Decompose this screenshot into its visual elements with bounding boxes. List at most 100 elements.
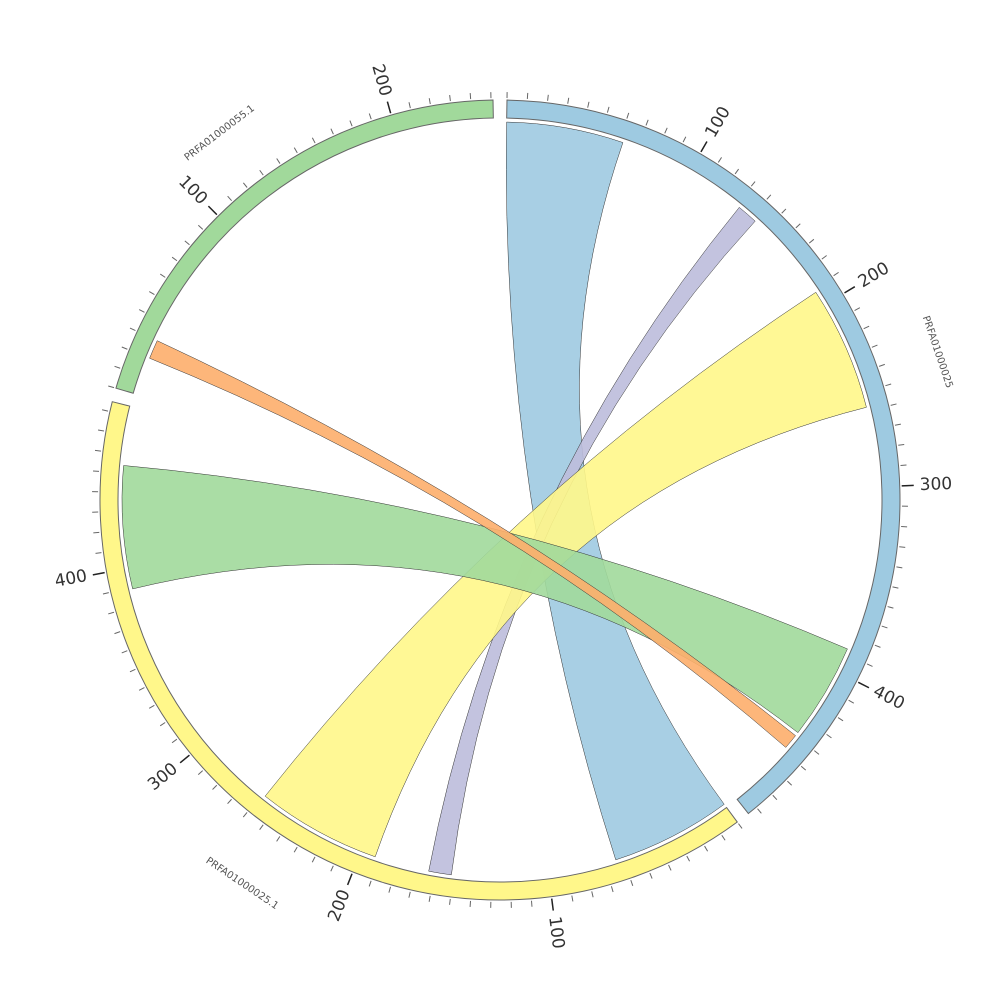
segment-label: PRFA01000055.1 bbox=[183, 103, 257, 163]
minor-tick bbox=[197, 770, 204, 775]
minor-tick bbox=[894, 423, 901, 426]
minor-tick bbox=[311, 856, 316, 863]
minor-tick bbox=[408, 891, 411, 898]
minor-tick bbox=[428, 98, 431, 105]
major-tick bbox=[857, 681, 870, 689]
minor-tick bbox=[242, 812, 248, 818]
minor-tick bbox=[814, 750, 820, 755]
minor-tick bbox=[159, 722, 166, 727]
minor-tick bbox=[567, 97, 570, 104]
minor-tick bbox=[97, 429, 105, 432]
minor-tick bbox=[547, 94, 549, 101]
minor-tick bbox=[114, 365, 121, 369]
minor-tick bbox=[863, 325, 870, 330]
minor-tick bbox=[821, 255, 827, 260]
minor-tick bbox=[750, 181, 756, 187]
tick-label: 100 bbox=[544, 915, 568, 950]
minor-tick bbox=[630, 879, 634, 886]
major-tick bbox=[92, 571, 105, 576]
minor-tick bbox=[881, 625, 888, 629]
minor-tick bbox=[330, 128, 334, 135]
tick-label: 400 bbox=[870, 682, 908, 715]
minor-tick bbox=[899, 546, 906, 548]
ideogram bbox=[99, 401, 738, 901]
minor-tick bbox=[108, 611, 115, 615]
minor-tick bbox=[171, 256, 178, 262]
major-tick bbox=[700, 141, 708, 153]
minor-tick bbox=[108, 385, 115, 389]
minor-tick bbox=[772, 794, 778, 801]
minor-tick bbox=[721, 834, 726, 841]
minor-tick bbox=[171, 738, 178, 744]
minor-tick bbox=[626, 112, 630, 119]
minor-tick bbox=[242, 182, 248, 188]
minor-tick bbox=[900, 464, 907, 467]
tick-label: 400 bbox=[53, 566, 89, 592]
minor-tick bbox=[871, 344, 878, 348]
minor-tick bbox=[645, 119, 649, 126]
minor-tick bbox=[129, 327, 136, 332]
minor-tick bbox=[121, 346, 128, 350]
minor-tick bbox=[293, 846, 298, 853]
minor-tick bbox=[892, 586, 899, 589]
minor-tick bbox=[259, 824, 264, 830]
minor-tick bbox=[368, 880, 372, 887]
minor-tick bbox=[330, 865, 334, 872]
minor-tick bbox=[800, 765, 807, 771]
minor-tick bbox=[94, 449, 102, 452]
minor-tick bbox=[276, 836, 281, 842]
minor-tick bbox=[649, 872, 653, 879]
tick-label: 200 bbox=[367, 62, 395, 99]
minor-tick bbox=[757, 808, 762, 814]
link bbox=[149, 340, 796, 748]
minor-tick bbox=[293, 147, 298, 154]
minor-tick bbox=[184, 240, 190, 246]
segment-label: PRFA01000025.1 bbox=[204, 855, 281, 912]
major-tick bbox=[207, 205, 218, 216]
minor-tick bbox=[826, 733, 832, 739]
minor-tick bbox=[368, 113, 372, 120]
tick-label: 200 bbox=[324, 887, 355, 925]
minor-tick bbox=[349, 120, 353, 127]
minor-tick bbox=[898, 443, 905, 446]
minor-tick bbox=[887, 606, 894, 609]
minor-tick bbox=[606, 106, 610, 113]
minor-tick bbox=[766, 194, 772, 200]
minor-tick bbox=[114, 631, 121, 635]
ideogram bbox=[506, 99, 901, 815]
tick-label: 100 bbox=[174, 172, 211, 209]
minor-tick bbox=[227, 798, 232, 805]
minor-tick bbox=[664, 127, 668, 134]
link bbox=[428, 207, 756, 876]
minor-tick bbox=[428, 895, 431, 902]
minor-tick bbox=[227, 195, 233, 202]
minor-tick bbox=[738, 823, 743, 829]
segment-label: PRFA01000025 bbox=[920, 315, 955, 390]
minor-tick bbox=[212, 784, 218, 790]
major-tick bbox=[550, 898, 555, 911]
minor-tick bbox=[734, 168, 740, 175]
minor-tick bbox=[781, 208, 787, 214]
tick-label: 200 bbox=[855, 258, 893, 292]
minor-tick bbox=[885, 383, 892, 387]
minor-tick bbox=[878, 363, 885, 367]
minor-tick bbox=[854, 307, 861, 311]
minor-tick bbox=[610, 886, 614, 893]
minor-tick bbox=[866, 663, 873, 667]
minor-tick bbox=[138, 309, 145, 313]
tick-label: 300 bbox=[144, 759, 182, 795]
minor-tick bbox=[102, 592, 109, 595]
major-tick bbox=[346, 873, 353, 886]
minor-tick bbox=[591, 891, 594, 898]
minor-tick bbox=[704, 845, 709, 852]
minor-tick bbox=[276, 158, 281, 164]
minor-tick bbox=[787, 780, 793, 786]
minor-tick bbox=[668, 864, 672, 871]
major-tick bbox=[386, 101, 392, 114]
minor-tick bbox=[259, 169, 264, 176]
minor-tick bbox=[686, 855, 691, 862]
minor-tick bbox=[138, 687, 145, 691]
minor-tick bbox=[159, 273, 166, 278]
minor-tick bbox=[388, 886, 392, 893]
